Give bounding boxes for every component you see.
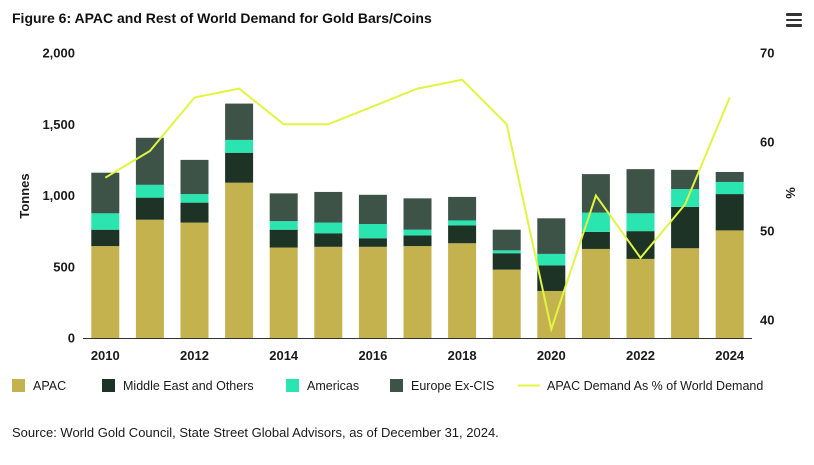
bar-apac-2018	[448, 243, 477, 338]
bar-europe-2020	[537, 218, 566, 254]
bar-europe-2021	[581, 174, 610, 213]
source-note: Source: World Gold Council, State Street…	[12, 425, 499, 440]
bar-apac-2024	[715, 230, 744, 338]
bar-middle_east-2011	[135, 197, 164, 220]
bar-europe-2014	[269, 193, 298, 222]
y2-tick-label: 60	[760, 135, 774, 150]
bar-middle_east-2016	[358, 238, 387, 247]
bar-americas-2022	[626, 213, 655, 232]
bar-americas-2017	[403, 229, 432, 236]
bar-apac-2017	[403, 246, 432, 338]
bar-apac-2023	[671, 248, 700, 338]
bar-americas-2013	[225, 139, 254, 153]
bar-apac-2014	[269, 247, 298, 338]
bar-americas-2016	[358, 224, 387, 239]
bar-middle_east-2012	[180, 202, 209, 223]
bar-americas-2014	[269, 221, 298, 230]
bar-americas-2015	[314, 222, 343, 234]
x-tick-label: 2018	[448, 348, 477, 363]
bar-apac-2016	[358, 246, 387, 338]
bar-apac-2019	[492, 269, 521, 338]
bar-apac-2013	[225, 182, 254, 338]
x-tick-label: 2014	[269, 348, 299, 363]
x-tick-label: 2016	[358, 348, 387, 363]
y-tick-label: 1,500	[42, 117, 75, 132]
bar-americas-2010	[91, 213, 120, 230]
bar-middle_east-2014	[269, 229, 298, 248]
hamburger-menu-icon[interactable]	[786, 13, 802, 27]
legend-americas-label: Americas	[307, 379, 359, 393]
legend-middle-east-swatch	[102, 379, 115, 392]
bar-americas-2019	[492, 250, 521, 254]
bar-americas-2011	[135, 184, 164, 198]
bar-europe-2016	[358, 194, 387, 224]
bar-europe-2018	[448, 196, 477, 221]
bar-europe-2023	[671, 169, 700, 190]
bar-europe-2019	[492, 229, 521, 251]
bar-middle_east-2024	[715, 194, 744, 231]
bar-americas-2023	[671, 189, 700, 207]
chart-title: Figure 6: APAC and Rest of World Demand …	[12, 10, 432, 26]
bar-europe-2010	[91, 172, 120, 214]
bar-apac-2012	[180, 222, 209, 338]
bar-middle_east-2015	[314, 233, 343, 247]
legend-middle-east-label: Middle East and Others	[123, 379, 254, 393]
y-tick-label: 0	[68, 331, 75, 346]
y2-tick-label: 50	[760, 224, 774, 239]
bar-europe-2015	[314, 191, 343, 223]
menu-bar-middle	[786, 18, 802, 22]
bar-middle_east-2019	[492, 253, 521, 270]
legend-europe-swatch	[390, 379, 403, 392]
bar-europe-2022	[626, 169, 655, 214]
x-tick-label: 2024	[715, 348, 745, 363]
bar-apac-2010	[91, 246, 120, 338]
x-tick-label: 2012	[180, 348, 209, 363]
legend-line-label: APAC Demand As % of World Demand	[547, 379, 763, 393]
gold-demand-chart: 0 500 1,000 1,500 2,000 Tonnes 40 50 60 70% 2010 20…	[12, 46, 798, 393]
y-tick-label: 500	[53, 259, 75, 274]
bar-europe-2012	[180, 159, 209, 195]
bar-americas-2012	[180, 194, 209, 203]
bar-europe-2017	[403, 198, 432, 230]
bar-middle_east-2018	[448, 225, 477, 244]
legend-apac-swatch	[12, 379, 25, 392]
y2-axis-label: %	[783, 187, 798, 199]
x-tick-label: 2020	[537, 348, 566, 363]
bar-middle_east-2021	[581, 231, 610, 249]
bar-middle_east-2013	[225, 152, 254, 183]
bar-americas-2024	[715, 181, 744, 195]
bar-americas-2020	[537, 253, 566, 266]
y-tick-label: 2,000	[42, 46, 75, 61]
bar-americas-2018	[448, 220, 477, 226]
bar-middle_east-2010	[91, 229, 120, 247]
y2-tick-label: 40	[760, 313, 774, 328]
bar-europe-2011	[135, 137, 164, 185]
bar-europe-2024	[715, 171, 744, 182]
menu-bar-top	[786, 13, 802, 16]
bar-middle_east-2023	[671, 206, 700, 249]
legend-apac-label: APAC	[33, 379, 66, 393]
y2-tick-label: 70	[760, 46, 774, 61]
bar-apac-2015	[314, 246, 343, 338]
line-apac-share	[104, 78, 731, 333]
x-tick-label: 2022	[626, 348, 655, 363]
menu-bar-bottom	[786, 24, 802, 27]
x-tick-label: 2010	[91, 348, 120, 363]
bar-middle_east-2017	[403, 235, 432, 247]
legend-europe-label: Europe Ex-CIS	[411, 379, 494, 393]
legend-americas-swatch	[286, 379, 299, 392]
bar-apac-2021	[581, 248, 610, 338]
y-tick-label: 1,000	[42, 188, 75, 203]
y-axis-label: Tonnes	[17, 173, 32, 218]
bar-europe-2013	[225, 103, 254, 140]
bar-apac-2011	[135, 219, 164, 338]
bar-apac-2022	[626, 258, 655, 338]
